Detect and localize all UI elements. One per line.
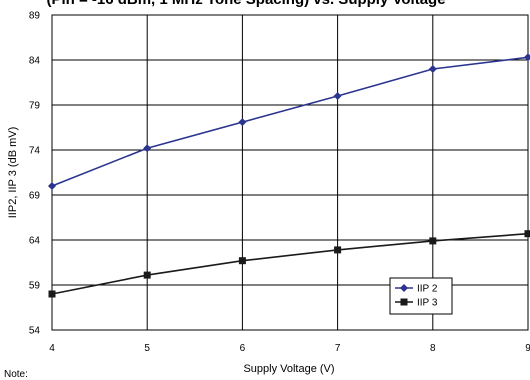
legend-label-1: IIP 3 [417, 298, 438, 309]
chart-title: (Pin = -16 dBm, 1 MHz Tone Spacing) vs. … [46, 0, 445, 8]
x-tick-label-1: 5 [144, 343, 150, 354]
series-group [48, 53, 530, 297]
x-tick-label-4: 8 [430, 343, 436, 354]
legend-marker-1 [401, 299, 408, 306]
legend: IIP 2 IIP 3 [390, 278, 452, 314]
y-axis-label: IIP2, IIP 3 (dB mV) [7, 127, 19, 219]
x-tick-label-3: 7 [335, 343, 341, 354]
series-line-0 [52, 57, 528, 186]
x-axis-label: Supply Voltage (V) [243, 363, 334, 375]
data-point-1-1 [144, 272, 151, 279]
plot-area [52, 15, 528, 330]
data-point-1-2 [239, 257, 246, 264]
data-point-1-0 [49, 291, 56, 298]
y-tick-label-3: 69 [29, 191, 41, 202]
y-tick-label-0: 54 [29, 326, 41, 337]
y-tick-label-4: 74 [29, 146, 41, 157]
chart-title-group: (Pin = -16 dBm, 1 MHz Tone Spacing) vs. … [46, 0, 445, 8]
y-tick-label-6: 84 [29, 56, 41, 67]
y-tick-label-7: 89 [29, 11, 41, 22]
data-point-1-3 [334, 246, 341, 253]
y-tick-label-1: 59 [29, 281, 41, 292]
x-tick-label-0: 4 [49, 343, 55, 354]
data-point-0-4 [429, 65, 437, 73]
data-point-0-1 [143, 144, 151, 152]
x-tick-label-5: 9 [525, 343, 530, 354]
data-point-0-2 [238, 118, 246, 126]
data-point-1-4 [429, 237, 436, 244]
x-tick-label-2: 6 [240, 343, 246, 354]
data-point-1-5 [525, 230, 530, 237]
data-point-0-3 [334, 92, 342, 100]
data-point-0-0 [48, 182, 56, 190]
note-label: Note: [4, 370, 28, 380]
grid [52, 15, 528, 330]
y-tick-label-5: 79 [29, 101, 41, 112]
series-0 [48, 53, 530, 190]
y-tick-label-2: 64 [29, 236, 41, 247]
legend-label-0: IIP 2 [417, 284, 438, 295]
